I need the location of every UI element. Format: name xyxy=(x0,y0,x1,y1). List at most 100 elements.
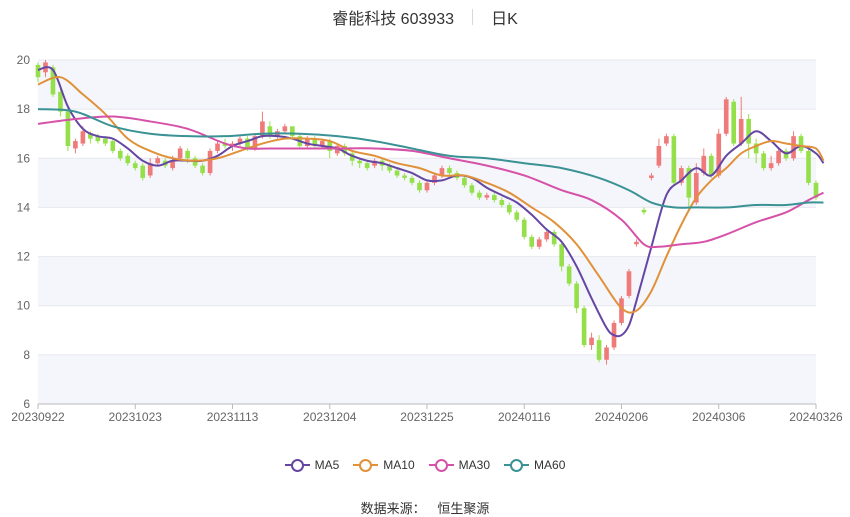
candle-body xyxy=(813,182,819,198)
candle-body xyxy=(215,143,220,151)
candle-body xyxy=(80,131,86,144)
legend-item-ma60[interactable]: MA60 xyxy=(504,458,565,472)
candle-body xyxy=(147,163,153,176)
x-tick-label: 20231023 xyxy=(109,410,163,424)
candle-body xyxy=(544,232,550,240)
moving-average-lines xyxy=(37,66,825,338)
candle xyxy=(147,158,153,178)
band xyxy=(38,256,816,306)
candle-body xyxy=(170,160,175,169)
candle-body xyxy=(686,168,692,198)
title-divider xyxy=(472,9,474,25)
ma-line-ma10 xyxy=(37,75,825,314)
candle-body xyxy=(559,244,564,267)
candle-body xyxy=(791,136,796,159)
candle xyxy=(402,173,407,181)
candle xyxy=(649,173,654,181)
candle xyxy=(282,123,288,134)
candle xyxy=(791,131,796,161)
x-tick-label: 20231204 xyxy=(303,410,357,424)
candle-body xyxy=(566,266,572,284)
candle-body xyxy=(73,141,78,149)
candle xyxy=(237,136,243,146)
candle-body xyxy=(349,153,355,161)
candle xyxy=(499,197,505,208)
legend-item-ma30[interactable]: MA30 xyxy=(428,458,490,472)
grid-lines xyxy=(38,59,816,405)
candle xyxy=(626,268,632,299)
candle-body xyxy=(783,150,789,159)
x-tick-label: 20231113 xyxy=(207,410,259,424)
candle-body xyxy=(551,232,557,245)
candle xyxy=(462,175,467,188)
y-tick-label: 6 xyxy=(23,397,30,411)
candle xyxy=(783,148,789,161)
candle-body xyxy=(357,160,362,164)
candle xyxy=(723,96,729,137)
source-label: 数据来源： xyxy=(360,501,426,516)
candle xyxy=(536,236,542,250)
candle-body xyxy=(671,136,677,183)
candle xyxy=(447,165,452,176)
candle-body xyxy=(140,165,146,178)
candle-body xyxy=(282,126,288,132)
legend-ma60-label: MA60 xyxy=(534,458,566,472)
candle xyxy=(477,190,482,201)
candle-body xyxy=(409,177,415,183)
y-tick-label: 14 xyxy=(17,200,31,214)
candle-body xyxy=(88,133,93,139)
band xyxy=(38,354,816,404)
candle xyxy=(357,158,362,169)
candle xyxy=(731,99,737,146)
ma-line-ma60 xyxy=(37,108,824,209)
candle-body xyxy=(95,136,101,142)
candle xyxy=(177,146,183,161)
candle-body xyxy=(806,150,811,183)
candle-body xyxy=(536,239,542,247)
candle xyxy=(125,153,131,166)
candle xyxy=(215,141,220,154)
candle xyxy=(559,241,564,272)
candle-body xyxy=(753,143,759,154)
legend-ma10-label: MA10 xyxy=(383,458,415,472)
candle xyxy=(424,180,430,193)
candle-body xyxy=(58,91,63,112)
chart-header: 睿能科技 603933 日K xyxy=(0,6,850,28)
y-tick-label: 12 xyxy=(17,250,31,264)
candle xyxy=(200,163,205,176)
candle-body xyxy=(267,126,273,137)
candle xyxy=(372,158,377,169)
candle-body xyxy=(402,175,407,178)
candle xyxy=(207,148,213,176)
candle-body xyxy=(716,133,722,176)
candle-body xyxy=(492,195,497,201)
y-tick-label: 8 xyxy=(23,348,30,362)
candle xyxy=(544,229,550,242)
legend-ma5-icon xyxy=(284,458,310,472)
candle xyxy=(529,234,535,250)
y-tick-label: 18 xyxy=(17,102,31,116)
legend-item-ma5[interactable]: MA5 xyxy=(284,458,340,472)
x-tick-label: 20240206 xyxy=(595,410,649,424)
candle-body xyxy=(469,185,475,193)
candle-body xyxy=(574,283,579,309)
ma-line-ma5 xyxy=(37,66,825,338)
candle-body xyxy=(596,340,602,360)
candle-body xyxy=(342,146,348,154)
candle-body xyxy=(798,136,804,151)
candle-body xyxy=(132,163,138,169)
candle xyxy=(566,263,572,287)
candle-body xyxy=(768,163,774,169)
candle-body xyxy=(432,175,437,183)
candle xyxy=(679,165,684,186)
candle xyxy=(132,160,138,171)
source-value: 恒生聚源 xyxy=(437,501,490,516)
y-tick-label: 10 xyxy=(17,299,31,313)
x-tick-label: 20230922 xyxy=(11,410,65,424)
candle xyxy=(364,160,370,171)
legend-item-ma10[interactable]: MA10 xyxy=(353,458,415,472)
candle xyxy=(514,209,520,223)
legend-ma5-label: MA5 xyxy=(314,458,340,472)
candle-body xyxy=(514,212,520,220)
candle-body xyxy=(245,138,250,149)
